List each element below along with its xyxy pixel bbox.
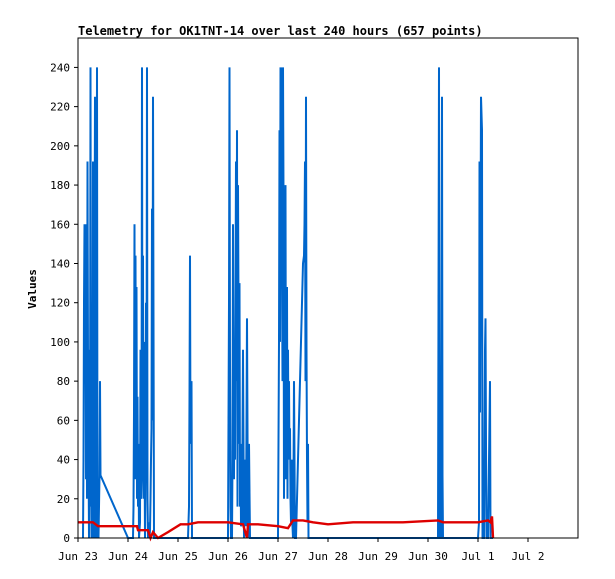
- x-tick-label: Jun 28: [308, 550, 348, 563]
- y-axis-label: Values: [26, 269, 39, 309]
- x-tick-label: Jun 24: [108, 550, 148, 563]
- x-tick-label: Jun 27: [258, 550, 298, 563]
- y-axis: 0 20 40 60 80 100 120 140 160 180 200 220 240: [50, 61, 78, 545]
- series-line-1: [82, 67, 493, 539]
- y-tick-label: 60: [57, 414, 70, 427]
- y-tick-label: 160: [50, 218, 70, 231]
- y-tick-label: 240: [50, 61, 70, 74]
- series-layer: [78, 67, 495, 542]
- x-tick-label: Jun 29: [358, 550, 398, 563]
- x-tick-label: Jul 1: [461, 550, 494, 563]
- y-tick-label: 120: [50, 297, 70, 310]
- chart-title: Telemetry for OK1TNT-14 over last 240 ho…: [78, 24, 483, 38]
- y-tick-label: 200: [50, 140, 70, 153]
- y-tick-label: 0: [63, 532, 70, 545]
- x-tick-label: Jun 26: [208, 550, 248, 563]
- x-axis: Jun 23 Jun 24 Jun 25 Jun 26 Jun 27 Jun 28 Jun …: [58, 538, 545, 563]
- x-tick-label: Jun 23: [58, 550, 98, 563]
- x-tick-label: Jun 25: [158, 550, 198, 563]
- y-tick-label: 40: [57, 454, 70, 467]
- x-tick-label: Jul 2: [511, 550, 544, 563]
- y-tick-label: 220: [50, 101, 70, 114]
- series-line-2: [78, 516, 495, 542]
- y-tick-label: 180: [50, 179, 70, 192]
- x-tick-label: Jun 30: [408, 550, 448, 563]
- y-tick-label: 80: [57, 375, 70, 388]
- y-tick-label: 20: [57, 493, 70, 506]
- y-tick-label: 100: [50, 336, 70, 349]
- y-tick-label: 140: [50, 257, 70, 270]
